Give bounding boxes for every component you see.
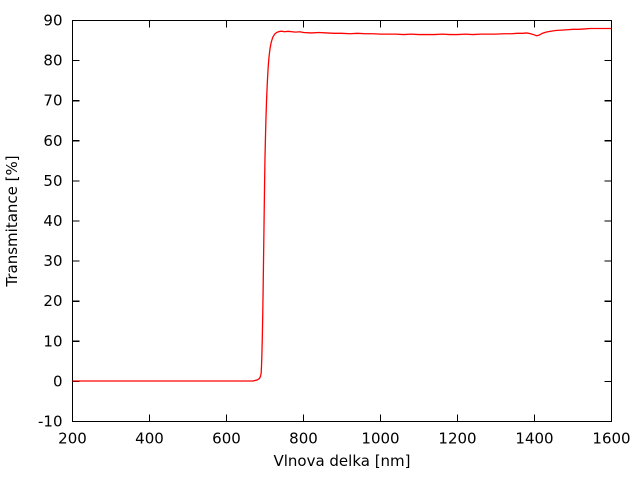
x-tick-label: 1200 xyxy=(438,430,476,448)
series-line-transmitance xyxy=(72,27,612,382)
y-tick-label: 90 xyxy=(43,12,62,30)
y-tick-label: 20 xyxy=(43,292,62,310)
x-tick-label: 800 xyxy=(289,430,318,448)
y-tick-label: 70 xyxy=(43,92,62,110)
x-tick-label: 600 xyxy=(212,430,241,448)
x-tick-label: 400 xyxy=(135,430,164,448)
x-tick-label: 1600 xyxy=(592,430,630,448)
plot-frame xyxy=(71,19,613,423)
x-tick-label: 200 xyxy=(58,430,87,448)
y-tick-label: -10 xyxy=(38,413,63,431)
y-tick-label: 30 xyxy=(43,252,62,270)
x-tick-label: 1400 xyxy=(515,430,553,448)
x-axis-title: Vlnova delka [nm] xyxy=(273,452,410,470)
y-axis-title: Transmitance [%] xyxy=(3,155,21,287)
y-tick-label: 0 xyxy=(53,372,63,390)
y-tick-label: 50 xyxy=(43,172,62,190)
x-tick-label: 1000 xyxy=(361,430,399,448)
x-axis-tick-labels: 200 400 600 800 1000 1200 1400 1600 xyxy=(58,430,630,448)
plot-border xyxy=(71,19,613,423)
y-axis-tick-labels: -10 0 10 20 30 40 50 60 70 80 90 xyxy=(38,12,63,431)
y-tick-label: 60 xyxy=(43,132,62,150)
y-tick-label: 10 xyxy=(43,332,62,350)
y-tick-label: 40 xyxy=(43,212,62,230)
y-tick-label: 80 xyxy=(43,52,62,70)
data-series-group xyxy=(72,27,612,382)
